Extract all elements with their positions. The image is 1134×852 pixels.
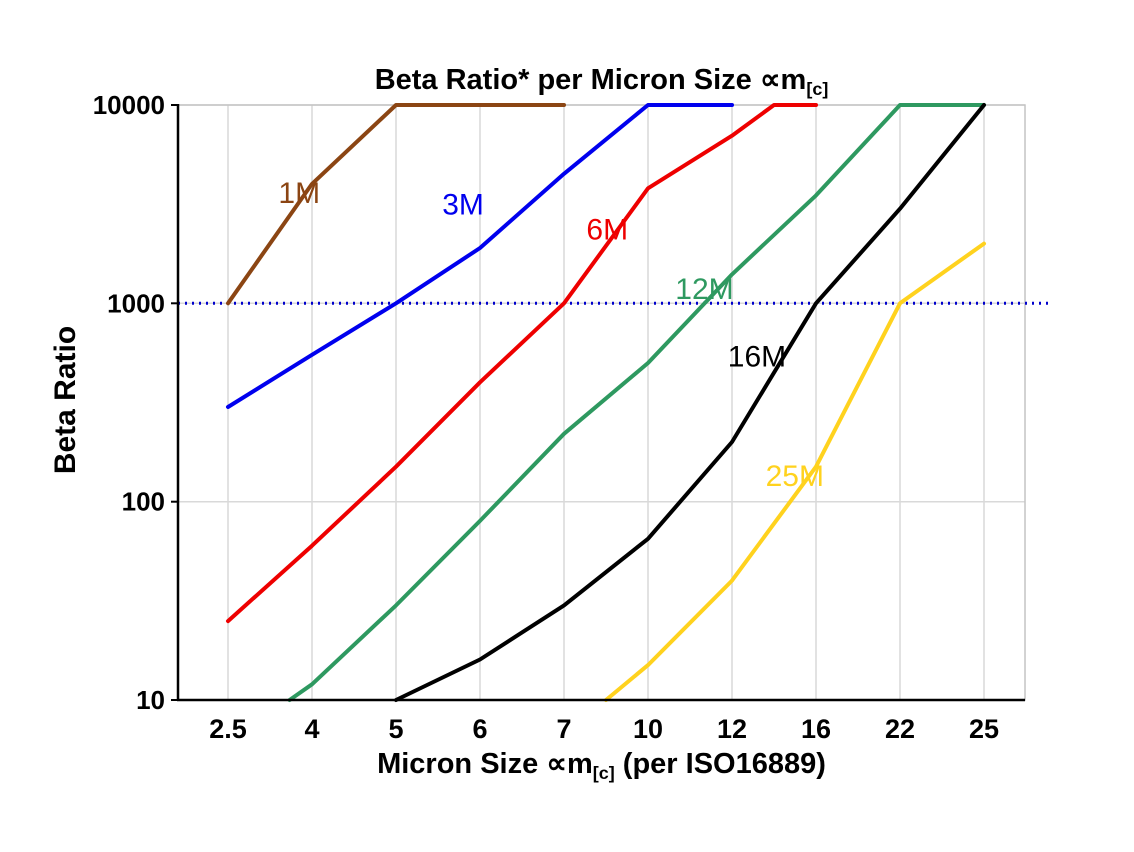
series-label-25M: 25M [766,460,824,493]
x-tick-label: 16 [801,714,831,744]
series-line-16M [394,103,986,702]
x-tick-label: 22 [885,714,915,744]
x-tick-label: 6 [472,714,487,744]
series-label-3M: 3M [442,189,484,222]
x-axis-title: Micron Size ∝m[c] (per ISO16889) [178,746,1025,784]
series-line-3M [226,103,734,409]
series-label-1M: 1M [278,177,320,210]
x-tick-label: 25 [969,714,999,744]
x-tick-label: 2.5 [209,714,247,744]
series-line-1M [226,103,566,306]
x-axis-title-post: (per ISO16889) [614,748,826,780]
chart-title-main: Beta Ratio* per Micron Size ∝m [374,64,807,96]
y-tick-label: 1000 [107,288,165,318]
series-label-6M: 6M [586,213,628,246]
chart-title: Beta Ratio* per Micron Size ∝m[c] [178,62,1025,100]
y-axis-title: Beta Ratio [49,325,82,475]
x-tick-label: 4 [304,714,319,744]
x-axis-title-subscript: [c] [592,763,615,784]
y-tick-label: 100 [122,487,165,517]
series-line-12M [287,103,986,702]
series-line-25M [604,241,986,702]
x-tick-label: 10 [633,714,663,744]
y-tick-label: 10 [136,685,165,715]
x-tick-label: 12 [717,714,747,744]
series-label-16M: 16M [728,341,786,374]
y-tick-label: 10000 [93,90,165,120]
series-label-12M: 12M [675,273,733,306]
series-line-6M [226,103,818,624]
x-axis-title-pre: Micron Size ∝m [377,748,593,780]
x-tick-label: 7 [556,714,571,744]
x-tick-label: 5 [388,714,403,744]
chart-title-subscript: [c] [806,79,829,100]
